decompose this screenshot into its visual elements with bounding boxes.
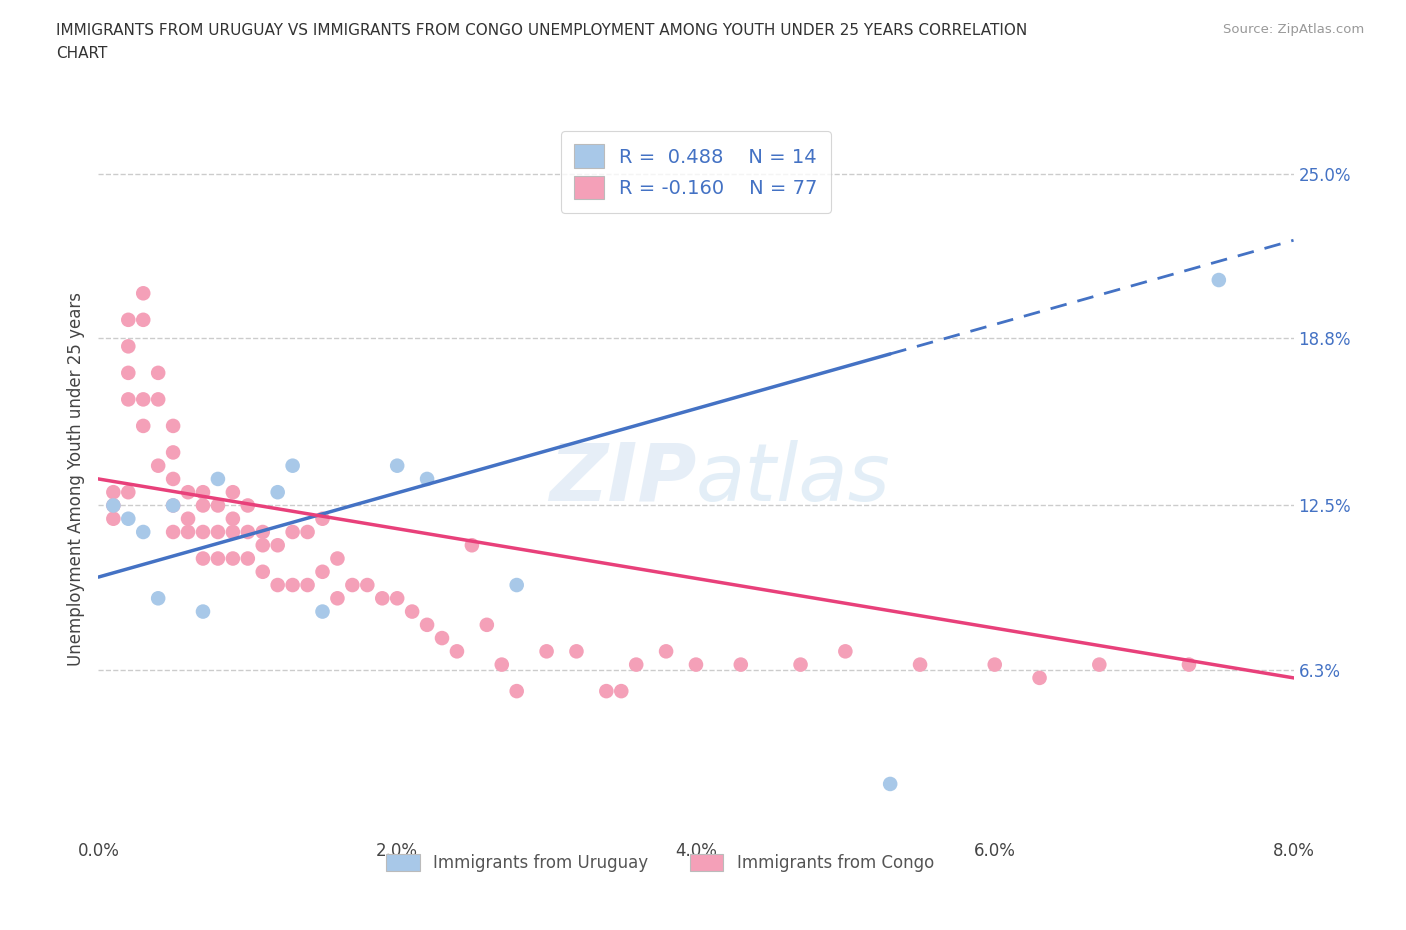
- Point: [252, 538, 274, 552]
- Point: [311, 604, 333, 619]
- Point: [267, 485, 290, 499]
- Point: [984, 658, 1007, 672]
- Y-axis label: Unemployment Among Youth under 25 years: Unemployment Among Youth under 25 years: [66, 292, 84, 666]
- Point: [281, 458, 304, 473]
- Point: [148, 365, 170, 380]
- Point: [117, 339, 139, 353]
- Point: [236, 498, 259, 513]
- Point: [879, 777, 901, 791]
- Point: [103, 512, 125, 526]
- Text: Source: ZipAtlas.com: Source: ZipAtlas.com: [1223, 23, 1364, 36]
- Point: [252, 525, 274, 539]
- Point: [1088, 658, 1111, 672]
- Point: [1028, 671, 1050, 685]
- Point: [132, 286, 155, 300]
- Point: [834, 644, 856, 658]
- Point: [103, 485, 125, 499]
- Point: [1178, 658, 1201, 672]
- Point: [162, 498, 184, 513]
- Point: [626, 658, 648, 672]
- Point: [401, 604, 423, 619]
- Point: [162, 445, 184, 459]
- Point: [191, 604, 214, 619]
- Point: [117, 392, 139, 406]
- Point: [1208, 272, 1230, 287]
- Point: [117, 512, 139, 526]
- Point: [685, 658, 707, 672]
- Point: [446, 644, 468, 658]
- Point: [177, 485, 200, 499]
- Text: atlas: atlas: [696, 440, 891, 518]
- Point: [207, 498, 229, 513]
- Point: [430, 631, 453, 645]
- Point: [177, 525, 200, 539]
- Point: [222, 525, 245, 539]
- Point: [162, 472, 184, 486]
- Point: [191, 485, 214, 499]
- Point: [281, 578, 304, 592]
- Point: [789, 658, 811, 672]
- Point: [132, 392, 155, 406]
- Point: [267, 578, 290, 592]
- Point: [103, 498, 125, 513]
- Point: [416, 472, 439, 486]
- Point: [908, 658, 931, 672]
- Point: [385, 458, 409, 473]
- Legend: Immigrants from Uruguay, Immigrants from Congo: Immigrants from Uruguay, Immigrants from…: [380, 847, 941, 879]
- Text: CHART: CHART: [56, 46, 108, 61]
- Point: [311, 565, 333, 579]
- Point: [595, 684, 617, 698]
- Point: [148, 591, 170, 605]
- Point: [207, 525, 229, 539]
- Point: [536, 644, 558, 658]
- Point: [506, 578, 529, 592]
- Point: [148, 392, 170, 406]
- Point: [162, 498, 184, 513]
- Point: [177, 512, 200, 526]
- Point: [117, 485, 139, 499]
- Point: [222, 512, 245, 526]
- Point: [207, 472, 229, 486]
- Point: [132, 525, 155, 539]
- Point: [103, 498, 125, 513]
- Point: [222, 485, 245, 499]
- Point: [730, 658, 752, 672]
- Point: [191, 525, 214, 539]
- Point: [236, 525, 259, 539]
- Point: [236, 551, 259, 566]
- Point: [311, 512, 333, 526]
- Point: [565, 644, 588, 658]
- Point: [132, 312, 155, 327]
- Point: [491, 658, 513, 672]
- Point: [506, 684, 529, 698]
- Point: [416, 618, 439, 632]
- Point: [461, 538, 484, 552]
- Point: [267, 538, 290, 552]
- Point: [191, 551, 214, 566]
- Point: [342, 578, 364, 592]
- Point: [655, 644, 678, 658]
- Point: [297, 578, 319, 592]
- Point: [252, 565, 274, 579]
- Point: [207, 551, 229, 566]
- Point: [281, 525, 304, 539]
- Point: [132, 418, 155, 433]
- Point: [475, 618, 498, 632]
- Point: [222, 551, 245, 566]
- Point: [191, 498, 214, 513]
- Point: [162, 418, 184, 433]
- Point: [117, 365, 139, 380]
- Point: [326, 551, 349, 566]
- Point: [385, 591, 409, 605]
- Point: [297, 525, 319, 539]
- Point: [371, 591, 394, 605]
- Point: [326, 591, 349, 605]
- Point: [610, 684, 633, 698]
- Point: [356, 578, 378, 592]
- Point: [117, 312, 139, 327]
- Point: [162, 525, 184, 539]
- Text: ZIP: ZIP: [548, 440, 696, 518]
- Text: IMMIGRANTS FROM URUGUAY VS IMMIGRANTS FROM CONGO UNEMPLOYMENT AMONG YOUTH UNDER : IMMIGRANTS FROM URUGUAY VS IMMIGRANTS FR…: [56, 23, 1028, 38]
- Point: [148, 458, 170, 473]
